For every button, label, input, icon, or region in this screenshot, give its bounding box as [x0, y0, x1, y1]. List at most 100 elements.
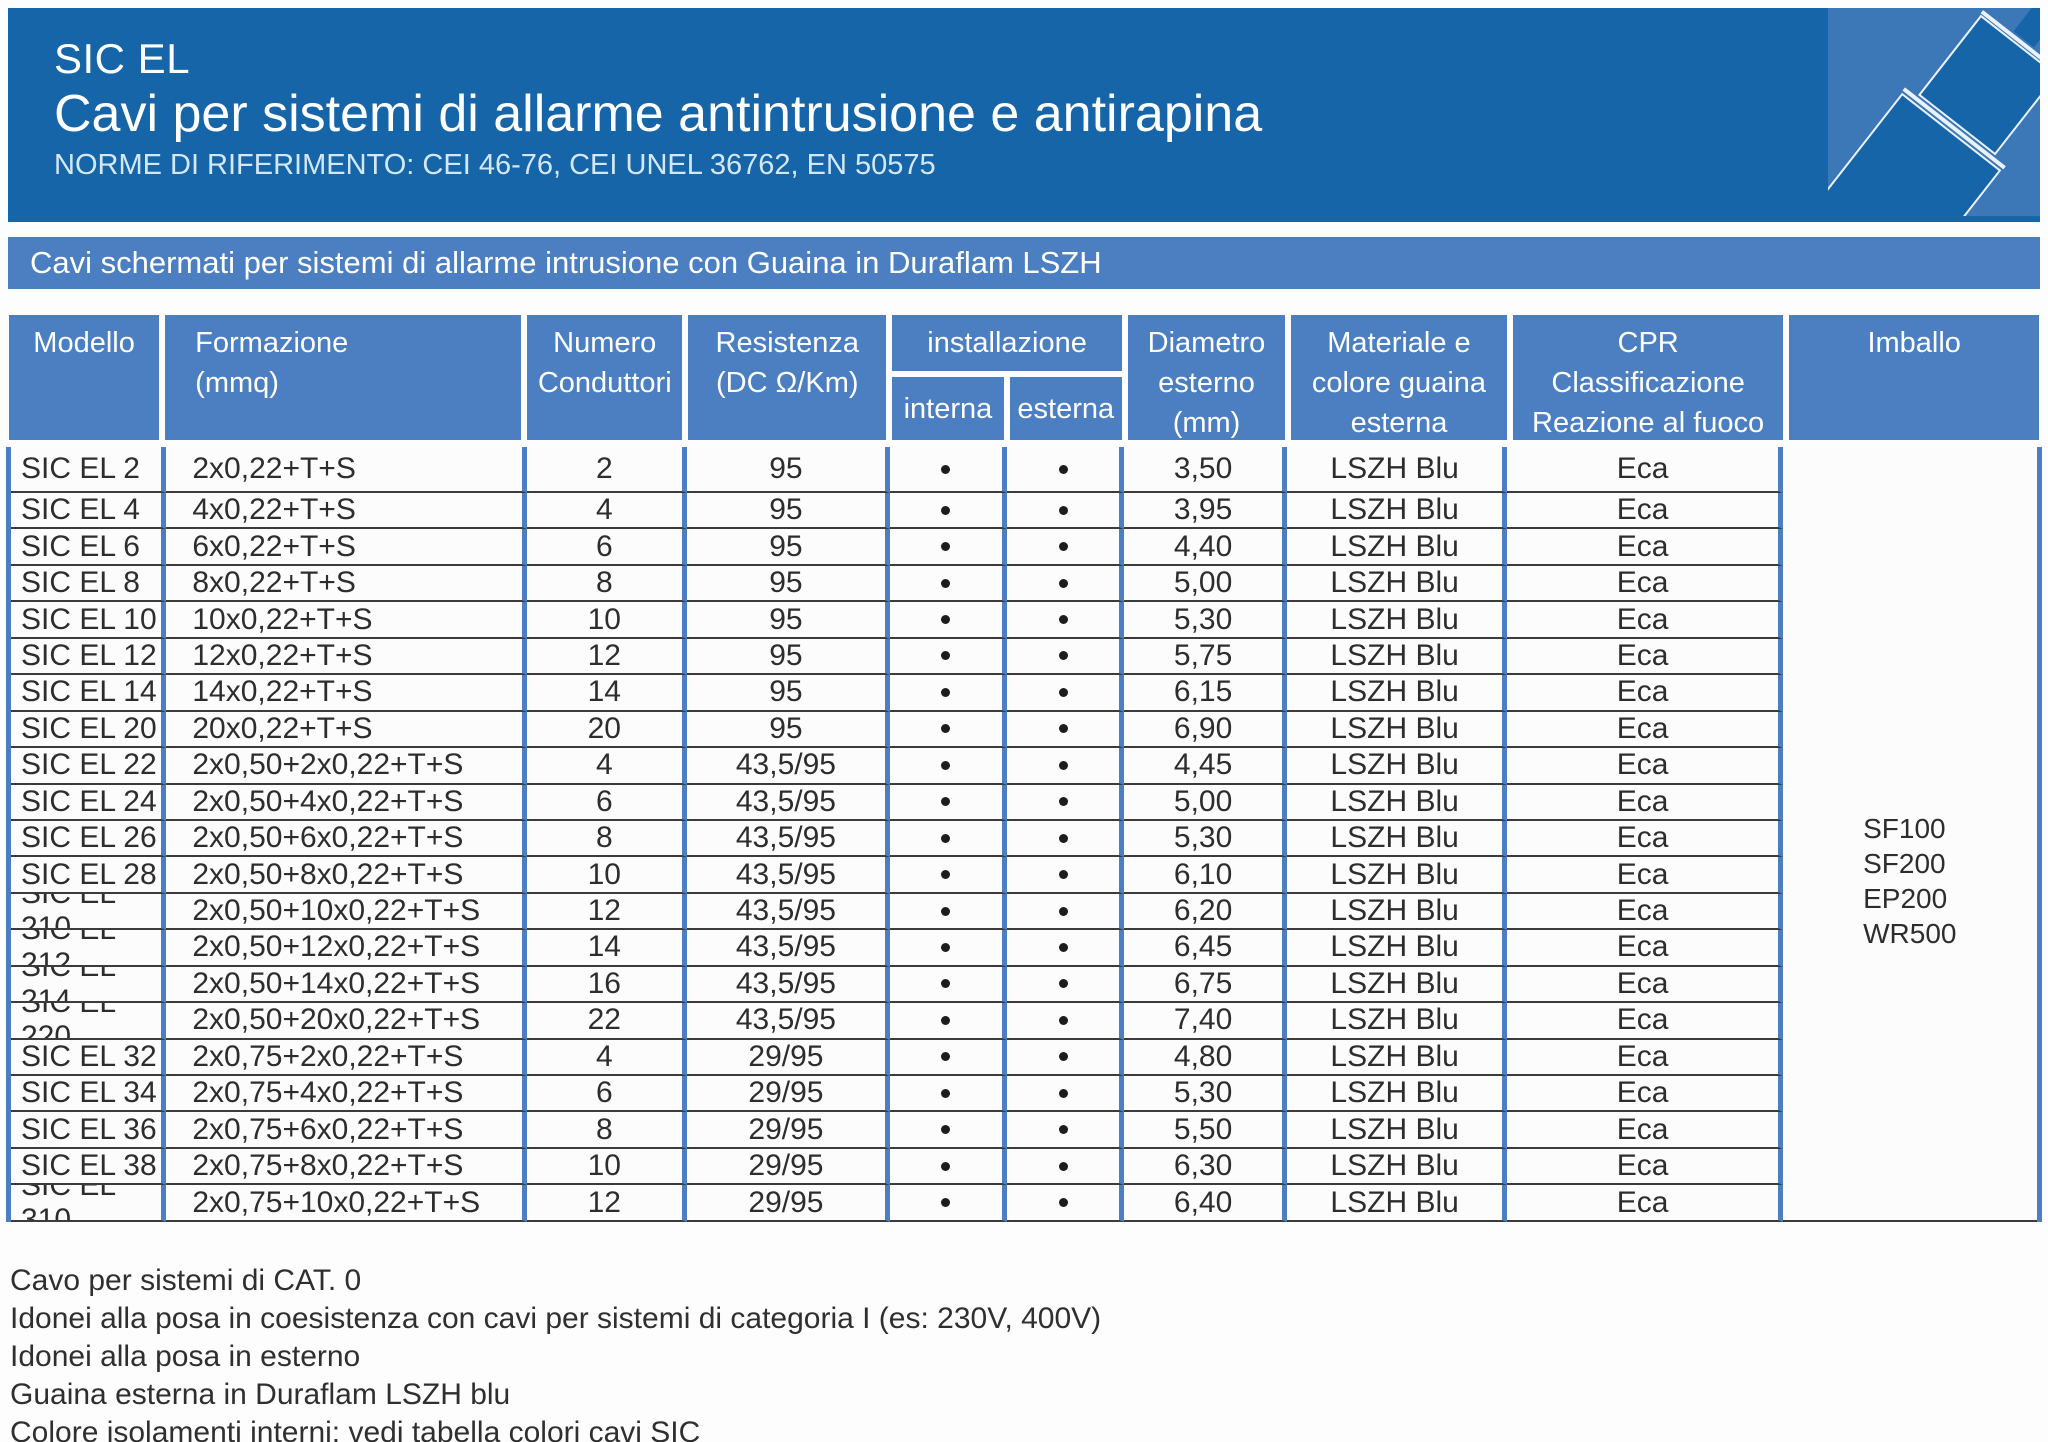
cell-esterna — [1006, 857, 1125, 894]
table-header: Modello Formazione (mmq) Numero Condutto… — [6, 315, 2042, 440]
cell-formazione: 2x0,50+20x0,22+T+S — [166, 1003, 527, 1040]
bullet-icon — [1058, 724, 1068, 734]
cell-diametro: 7,40 — [1124, 1003, 1287, 1040]
cell-esterna — [1006, 711, 1125, 749]
bullet-icon — [941, 979, 951, 989]
cell-interna — [889, 784, 1007, 821]
cell-conduttori: 8 — [526, 565, 687, 603]
cell-diametro: 6,75 — [1124, 966, 1287, 1004]
cell-diametro: 5,30 — [1124, 602, 1287, 639]
bullet-icon — [1058, 687, 1068, 697]
cell-resistenza: 29/95 — [686, 1148, 890, 1186]
bullet-icon — [1058, 1125, 1068, 1135]
cell-modello: SIC EL 36 — [11, 1112, 167, 1149]
bullet-icon — [941, 1052, 951, 1062]
col-header-diametro: Diametro esterno (mm) — [1127, 315, 1286, 440]
cell-cpr: Eca — [1507, 820, 1783, 858]
cell-cpr: Eca — [1507, 638, 1783, 676]
bullet-icon — [941, 870, 951, 880]
bullet-icon — [941, 724, 951, 734]
cell-esterna — [1006, 675, 1125, 712]
cell-guaina: LSZH Blu — [1286, 711, 1508, 749]
cell-resistenza: 95 — [686, 638, 890, 676]
cell-conduttori: 6 — [526, 784, 687, 821]
cell-resistenza: 29/95 — [686, 1112, 890, 1149]
cell-interna — [889, 893, 1007, 931]
cell-modello: SIC EL 38 — [11, 1148, 167, 1186]
bullet-icon — [941, 687, 951, 697]
bullet-icon — [941, 1125, 951, 1135]
bullet-icon — [941, 615, 951, 625]
cell-diametro: 3,50 — [1124, 447, 1287, 493]
cell-diametro: 6,90 — [1124, 711, 1287, 749]
bullet-icon — [1058, 833, 1068, 843]
cell-interna — [889, 857, 1007, 894]
col-header-cpr: CPR Classificazione Reazione al fuoco — [1512, 315, 1784, 440]
cell-formazione: 20x0,22+T+S — [166, 711, 527, 749]
cell-cpr: Eca — [1507, 784, 1783, 821]
cell-modello: SIC EL 20 — [11, 711, 167, 749]
bullet-icon — [1058, 1015, 1068, 1025]
cell-resistenza: 95 — [686, 565, 890, 603]
bullet-icon — [941, 942, 951, 952]
cell-formazione: 2x0,75+6x0,22+T+S — [166, 1112, 527, 1149]
cell-diametro: 5,30 — [1124, 1076, 1287, 1113]
cell-modello: SIC EL 14 — [11, 675, 167, 712]
cell-formazione: 2x0,50+8x0,22+T+S — [166, 857, 527, 894]
cell-guaina: LSZH Blu — [1286, 675, 1508, 712]
cell-formazione: 10x0,22+T+S — [166, 602, 527, 639]
page-title: Cavi per sistemi di allarme antintrusion… — [54, 85, 1263, 143]
cell-diametro: 6,10 — [1124, 857, 1287, 894]
cell-conduttori: 6 — [526, 1076, 687, 1113]
cell-interna — [889, 1185, 1007, 1222]
cell-esterna — [1006, 1003, 1125, 1040]
cell-resistenza: 43,5/95 — [686, 748, 890, 785]
cell-esterna — [1006, 1112, 1125, 1149]
cell-diametro: 4,45 — [1124, 748, 1287, 785]
bullet-icon — [941, 1015, 951, 1025]
cell-interna — [889, 711, 1007, 749]
cell-diametro: 6,45 — [1124, 930, 1287, 967]
cell-formazione: 2x0,75+8x0,22+T+S — [166, 1148, 527, 1186]
cell-resistenza: 29/95 — [686, 1039, 890, 1076]
bullet-icon — [1058, 1161, 1068, 1171]
cell-modello: SIC EL 26 — [11, 820, 167, 858]
bullet-icon — [1058, 464, 1068, 474]
cell-modello: SIC EL 24 — [11, 784, 167, 821]
cell-conduttori: 2 — [526, 447, 687, 493]
imballo-option: SF100 — [1863, 813, 1946, 845]
cell-guaina: LSZH Blu — [1286, 1148, 1508, 1186]
cell-modello: SIC EL 214 — [11, 966, 167, 1004]
cell-conduttori: 4 — [526, 748, 687, 785]
cell-resistenza: 43,5/95 — [686, 784, 890, 821]
cell-diametro: 6,15 — [1124, 675, 1287, 712]
cell-diametro: 6,30 — [1124, 1148, 1287, 1186]
product-name: SIC EL — [54, 35, 191, 82]
cell-esterna — [1006, 1076, 1125, 1113]
cell-formazione: 2x0,22+T+S — [166, 447, 527, 493]
bullet-icon — [1058, 651, 1068, 661]
cell-formazione: 2x0,50+6x0,22+T+S — [166, 820, 527, 858]
cell-resistenza: 43,5/95 — [686, 857, 890, 894]
cell-cpr: Eca — [1507, 1003, 1783, 1040]
reference-norms: NORME DI RIFERIMENTO: CEI 46-76, CEI UNE… — [54, 149, 936, 181]
cell-conduttori: 14 — [526, 675, 687, 712]
cell-formazione: 8x0,22+T+S — [166, 565, 527, 603]
cell-cpr: Eca — [1507, 930, 1783, 967]
cell-interna — [889, 1112, 1007, 1149]
cell-interna — [889, 1148, 1007, 1186]
cell-interna — [889, 1076, 1007, 1113]
cell-formazione: 2x0,50+2x0,22+T+S — [166, 748, 527, 785]
section-banner: Cavi schermati per sistemi di allarme in… — [8, 237, 2040, 289]
bullet-icon — [1058, 942, 1068, 952]
cell-formazione: 2x0,50+4x0,22+T+S — [166, 784, 527, 821]
cell-resistenza: 43,5/95 — [686, 820, 890, 858]
cell-formazione: 2x0,50+10x0,22+T+S — [166, 893, 527, 931]
cell-esterna — [1006, 748, 1125, 785]
cell-modello: SIC EL 12 — [11, 638, 167, 676]
cell-formazione: 12x0,22+T+S — [166, 638, 527, 676]
col-header-resistenza: Resistenza (DC Ω/Km) — [688, 315, 887, 440]
cell-esterna — [1006, 784, 1125, 821]
cell-conduttori: 12 — [526, 893, 687, 931]
note-line: Idonei alla posa in esterno — [10, 1339, 361, 1373]
